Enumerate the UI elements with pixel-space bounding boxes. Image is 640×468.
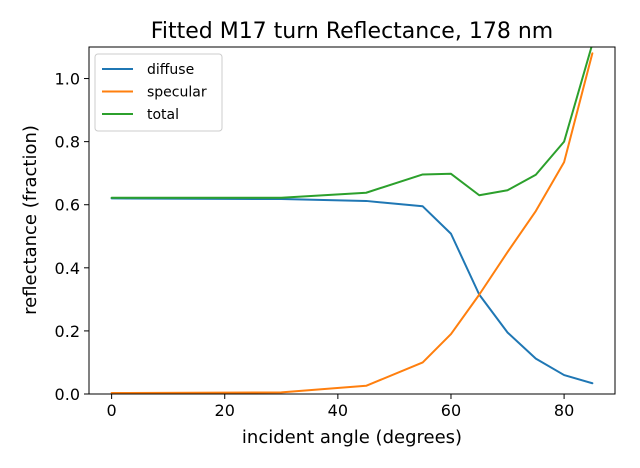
legend-box bbox=[94, 53, 223, 132]
series-layer bbox=[110, 47, 594, 394]
legend-label-total: total bbox=[147, 107, 179, 123]
legend: diffuse specular total bbox=[94, 53, 223, 132]
legend-label-specular: specular bbox=[147, 85, 207, 101]
series-line-specular bbox=[110, 52, 594, 394]
series-line-diffuse bbox=[110, 197, 594, 385]
plot-frame bbox=[88, 46, 616, 395]
y-tick-label: 0.8 bbox=[55, 133, 80, 152]
y-tick-label: 1.0 bbox=[55, 70, 80, 89]
x-tick-label: 60 bbox=[441, 401, 461, 420]
y-tick-label: 0.6 bbox=[55, 196, 80, 215]
series-line-total bbox=[110, 47, 593, 199]
x-tick-label: 80 bbox=[554, 401, 574, 420]
y-tick-label: 0.2 bbox=[55, 322, 80, 341]
chart-title: Fitted M17 turn Reflectance, 178 nm bbox=[151, 19, 553, 44]
x-tick-label: 40 bbox=[328, 401, 348, 420]
x-tick-label: 0 bbox=[107, 401, 117, 420]
y-tick-label: 0.4 bbox=[55, 259, 80, 278]
x-tick-label: 20 bbox=[215, 401, 235, 420]
y-tick-label: 0.0 bbox=[55, 385, 80, 404]
y-axis-label: reflectance (fraction) bbox=[20, 125, 41, 315]
x-axis-label: incident angle (degrees) bbox=[242, 427, 462, 448]
tick-layer: 0 20 40 60 80 0.0 0.2 0.4 0.6 0.8 1.0 bbox=[55, 70, 575, 420]
legend-label-diffuse: diffuse bbox=[147, 62, 194, 78]
